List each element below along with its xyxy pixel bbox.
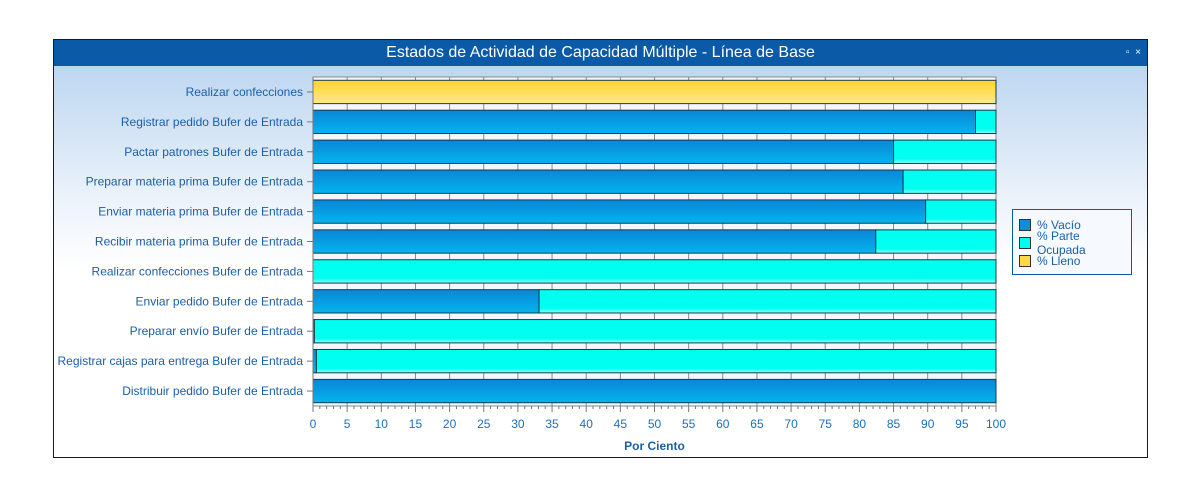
- x-tick-label: 80: [853, 417, 867, 431]
- bar-segment: [312, 109, 977, 135]
- x-tick-label: 20: [443, 417, 457, 431]
- legend-label: % Lleno: [1037, 254, 1081, 268]
- bar-segment: [312, 139, 895, 164]
- legend-label: % Vacío: [1037, 218, 1081, 232]
- bar-segment: [312, 199, 927, 224]
- close-icon[interactable]: ×: [1135, 47, 1141, 58]
- x-tick-label: 50: [648, 417, 662, 431]
- x-tick-label: 95: [955, 417, 969, 431]
- x-tick-label: 100: [986, 417, 1006, 431]
- bar-segment: [975, 109, 997, 135]
- x-tick-label: 85: [887, 417, 901, 431]
- legend-swatch: [1019, 237, 1031, 249]
- bar-segment: [312, 348, 317, 374]
- y-tick-label: Preparar materia prima Bufer de Entrada: [86, 175, 304, 189]
- x-tick-label: 55: [682, 417, 696, 431]
- bar-segment: [313, 319, 997, 344]
- y-tick-label: Realizar confecciones Bufer de Entrada: [92, 264, 304, 278]
- legend-item: % Vacío: [1019, 216, 1131, 234]
- legend-item: % Lleno: [1019, 252, 1131, 270]
- bar-segment: [902, 169, 997, 194]
- bar-segment: [315, 348, 997, 374]
- y-tick-label: Enviar pedido Bufer de Entrada: [136, 294, 304, 308]
- x-tick-label: 5: [344, 417, 351, 431]
- y-tick-label: Recibir materia prima Bufer de Entrada: [95, 235, 303, 249]
- chart-title: Estados de Actividad de Capacidad Múltip…: [386, 44, 815, 61]
- x-tick-label: 10: [375, 417, 389, 431]
- chart-window: Estados de Actividad de Capacidad Múltip…: [53, 39, 1148, 458]
- y-tick-label: Pactar patrones Bufer de Entrada: [124, 145, 303, 159]
- x-tick-label: 35: [545, 417, 559, 431]
- bar-chart: 0 5 10 15 20 25 30 35 40 45 50 55 60 65 70 75 80 85 90 95 10…: [58, 76, 1006, 453]
- x-tick-label: 40: [580, 417, 594, 431]
- y-tick-label: Registrar pedido Bufer de Entrada: [121, 115, 303, 129]
- bar-segment: [312, 169, 904, 194]
- restore-icon[interactable]: ▫: [1125, 47, 1130, 58]
- legend-label: % Parte Ocupada: [1036, 229, 1086, 257]
- x-tick-label: 60: [716, 417, 730, 431]
- legend: % Vacío% Parte Ocupada% Lleno: [1012, 209, 1132, 275]
- bar-segment: [538, 289, 997, 314]
- bar-segment: [893, 139, 997, 164]
- x-tick-label: 0: [310, 417, 317, 431]
- x-tick-label: 70: [784, 417, 798, 431]
- y-tick-label: Enviar materia prima Bufer de Entrada: [98, 205, 303, 219]
- bar-segment: [312, 289, 540, 314]
- y-tick-label: Registrar cajas para entrega Bufer de En…: [58, 354, 304, 368]
- y-tick-label: Distribuir pedido Bufer de Entrada: [122, 384, 303, 398]
- x-tick-label: 15: [409, 417, 423, 431]
- bar-segment: [312, 259, 997, 284]
- x-axis-label: Por Ciento: [624, 439, 685, 453]
- bar-segment: [312, 229, 877, 254]
- x-tick-label: 90: [921, 417, 935, 431]
- legend-item: % Parte Ocupada: [1019, 229, 1131, 257]
- x-tick-label: 75: [819, 417, 833, 431]
- x-tick-label: 65: [750, 417, 764, 431]
- bar-segment: [875, 229, 997, 254]
- legend-swatch: [1019, 255, 1031, 267]
- x-tick-label: 45: [614, 417, 628, 431]
- x-tick-label: 30: [511, 417, 525, 431]
- y-tick-label: Realizar confecciones: [186, 85, 303, 99]
- bar-segment: [925, 199, 997, 224]
- legend-swatch: [1019, 219, 1031, 231]
- y-tick-label: Preparar envío Bufer de Entrada: [130, 324, 304, 338]
- bar-segment: [312, 79, 997, 105]
- x-tick-label: 25: [477, 417, 491, 431]
- title-bar: Estados de Actividad de Capacidad Múltip…: [54, 40, 1147, 66]
- bar-segment: [312, 378, 997, 404]
